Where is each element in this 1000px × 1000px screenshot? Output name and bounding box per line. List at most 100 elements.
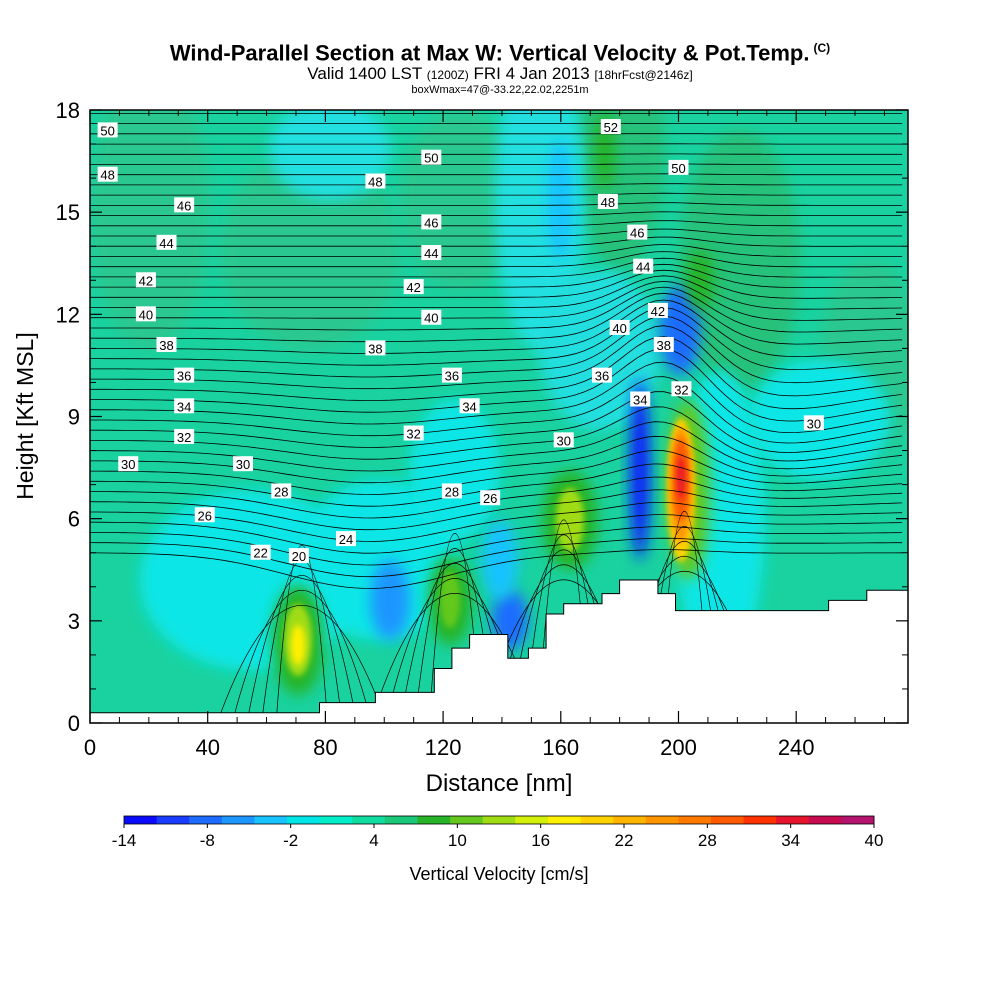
theta-label: 42 <box>135 272 156 288</box>
theta-label: 44 <box>421 245 442 261</box>
theta-label: 24 <box>335 531 356 547</box>
theta-contour <box>90 463 903 507</box>
theta-label-box <box>421 309 442 325</box>
theta-label-text: 38 <box>657 338 671 353</box>
colorbar-swatch <box>678 816 712 824</box>
colorbar-tick-label: 28 <box>698 831 717 850</box>
colorbar-swatch <box>710 816 745 824</box>
theta-label-text: 46 <box>424 215 438 230</box>
theta-label-box <box>335 531 356 547</box>
theta-contour <box>90 211 903 216</box>
colorbar-swatch <box>841 816 875 824</box>
theta-label-box <box>135 272 156 288</box>
theta-label: 38 <box>365 340 386 356</box>
colorbar-frame <box>123 815 875 825</box>
theta-label-box <box>609 319 630 335</box>
colorbar-swatch <box>352 816 386 824</box>
theta-label: 40 <box>609 319 630 336</box>
theta-label-box <box>441 483 462 499</box>
theta-contour <box>90 163 903 165</box>
theta-label: 40 <box>135 306 156 322</box>
theta-label: 48 <box>597 193 618 210</box>
valid-utc: (1200Z) <box>426 68 469 83</box>
colorbar-swatch <box>450 816 484 824</box>
theta-contour <box>90 257 903 278</box>
theta-label: 44 <box>633 258 654 275</box>
theta-contour <box>90 173 903 176</box>
theta-label-box <box>118 456 139 472</box>
box-info: boxWmax=47@-33.22,22.02,2251m <box>411 84 589 97</box>
colorbar-tick-label: 10 <box>448 831 467 850</box>
theta-label-box <box>288 548 309 564</box>
x-axis-label: Distance [nm] <box>426 770 573 797</box>
copyright-mark: (C) <box>813 41 831 55</box>
theta-contour <box>90 526 903 566</box>
theta-label-box <box>365 173 386 189</box>
theta-label-box <box>174 398 195 414</box>
theta-label-box <box>653 336 674 352</box>
theta-label-text: 36 <box>177 369 191 384</box>
velocity-core <box>677 456 685 500</box>
colorbar-tick-label: -8 <box>200 831 215 850</box>
theta-contour <box>90 269 903 299</box>
theta-label-text: 46 <box>630 226 644 241</box>
theta-contour <box>90 348 903 422</box>
theta-label: 48 <box>97 166 118 183</box>
theta-label-box <box>647 302 668 318</box>
colorbar-swatch <box>156 816 190 824</box>
velocity-region <box>686 250 714 310</box>
y-tick-label: 18 <box>56 98 80 123</box>
theta-label: 30 <box>233 456 254 472</box>
valid-date: FRI 4 Jan 2013 <box>473 64 590 84</box>
theta-label-text: 44 <box>159 236 173 251</box>
theta-label: 38 <box>653 336 674 353</box>
theta-label: 32 <box>403 425 424 442</box>
potential-temperature-contours <box>90 113 903 713</box>
theta-contour <box>90 502 903 542</box>
forecast-info: [18hrFcst@2146z] <box>594 68 693 83</box>
theta-contour <box>90 307 903 370</box>
theta-label-box <box>194 507 215 523</box>
theta-label-text: 36 <box>445 369 459 384</box>
theta-contour <box>90 406 903 462</box>
theta-contour <box>90 192 903 196</box>
theta-label-box <box>156 336 177 352</box>
theta-label: 20 <box>288 548 309 564</box>
theta-label-box <box>553 432 574 448</box>
velocity-region <box>300 480 460 640</box>
x-tick-label: 200 <box>660 735 697 760</box>
theta-label-box <box>97 122 118 138</box>
theta-label-text: 44 <box>636 260 650 275</box>
colorbar-swatch <box>580 816 614 824</box>
theta-label-box <box>630 391 651 407</box>
theta-label-text: 26 <box>198 508 212 523</box>
y-tick-label: 15 <box>56 200 80 225</box>
x-tick-label: 120 <box>425 735 462 760</box>
theta-label: 52 <box>600 119 621 135</box>
velocity-region <box>660 285 700 375</box>
title-block: Wind-Parallel Section at Max W: Vertical… <box>0 36 1000 97</box>
colorbar-tick-label: 22 <box>615 831 634 850</box>
colorbar-swatch <box>221 816 255 824</box>
velocity-core <box>291 625 305 665</box>
valid-prefix: Valid 1400 LST <box>307 64 422 84</box>
theta-label: 28 <box>441 483 462 499</box>
colorbar-swatch <box>482 816 516 824</box>
terrain-profile <box>89 579 909 724</box>
theta-label-text: 30 <box>807 416 821 431</box>
colorbar: -14 -8 -2 4 10 16 22 28 34 40 <box>112 815 883 850</box>
theta-label-text: 50 <box>100 123 114 138</box>
colorbar-swatch <box>319 816 353 824</box>
theta-contour <box>90 315 903 384</box>
theta-label-box <box>174 197 195 213</box>
chart-title-text: Wind-Parallel Section at Max W: Vertical… <box>169 40 810 66</box>
velocity-region <box>90 110 210 350</box>
theta-label-box <box>600 119 621 135</box>
theta-contour <box>90 376 903 444</box>
velocity-core <box>556 488 584 552</box>
theta-label-text: 28 <box>445 484 459 499</box>
theta-label-box <box>480 490 501 506</box>
theta-label: 42 <box>647 302 668 319</box>
y-tick-label: 0 <box>68 711 80 736</box>
